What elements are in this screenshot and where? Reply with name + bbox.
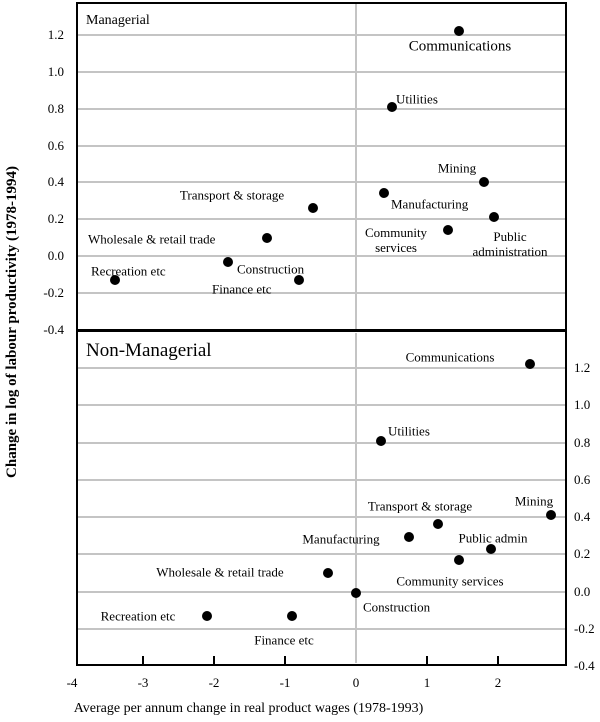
point-non-managerial-transport-storage [433,519,443,529]
point-label-non-managerial-transport-storage: Transport & storage [367,498,473,514]
x-tickmark--1 [284,656,286,664]
x-tick-label-0: 0 [352,675,360,690]
point-label-managerial-recreation-etc: Recreation etc [91,263,166,279]
point-label-non-managerial-manufacturing: Manufacturing [302,531,380,547]
y-tick-label-right-1.2: 1.2 [574,360,591,375]
managerial-panel-title: Managerial [86,13,150,28]
managerial-panel [76,2,567,332]
point-managerial-transport-storage [308,203,318,213]
point-managerial-utilities [387,102,397,112]
point-non-managerial-mining [546,510,556,520]
point-managerial-community-services [443,225,453,235]
y-tick-label-left-0.2: 0.2 [47,211,64,226]
point-managerial-finance-etc [294,275,304,285]
y-tick-label-left-0.4: 0.4 [47,174,64,189]
gridline-y--0.2 [78,628,565,630]
y-tick-label-right-0.2: 0.2 [574,546,591,561]
y-tick-label-right-0.8: 0.8 [574,435,591,450]
gridline-y-0.6 [78,145,565,147]
point-label-non-managerial-utilities: Utilities [388,423,430,439]
point-label-managerial-utilities: Utilities [396,91,438,107]
gridline-y-1.2 [78,367,565,369]
point-managerial-wholesale-retail-trade [262,233,272,243]
x-tickmark--2 [213,656,215,664]
gridline-y-0 [78,255,565,257]
point-label-non-managerial-communications: Communications [405,349,495,365]
point-non-managerial-community-services [454,555,464,565]
point-label-managerial-manufacturing: Manufacturing [391,196,469,212]
y-tick-label-right-0.4: 0.4 [574,509,591,524]
x-tick-label-2: 2 [494,675,502,690]
point-label-non-managerial-mining: Mining [514,493,554,509]
point-label-non-managerial-public-admin: Public admin [458,530,528,546]
point-label-managerial-community-services: Community services [364,225,428,255]
point-managerial-communications [454,26,464,36]
gridline-y-0.8 [78,108,565,110]
y-tick-label-left--0.2: -0.2 [43,285,64,300]
y-tick-label-right--0.4: -0.4 [574,658,595,673]
x-tick-label--1: -1 [279,675,291,690]
point-label-managerial-public-administration: Public administration [472,229,548,259]
x-tickmark-2 [497,656,499,664]
gridline-y-0 [78,591,565,593]
x-tick-label--2: -2 [208,675,220,690]
y-tick-label-right--0.2: -0.2 [574,621,595,636]
y-tick-label-left-0.0: 0.0 [47,248,64,263]
point-label-managerial-communications: Communications [408,38,512,55]
point-label-managerial-mining: Mining [437,160,477,176]
point-label-managerial-construction: Construction [237,261,305,277]
gridline-y-1.2 [78,34,565,36]
point-label-non-managerial-construction: Construction [363,599,431,615]
point-label-non-managerial-wholesale-retail-trade: Wholesale & retail trade [156,564,284,580]
non-managerial-panel [76,332,567,666]
y-tick-label-right-0.6: 0.6 [574,472,591,487]
x-tick-label--4: -4 [66,675,78,690]
gridline-y-0.8 [78,442,565,444]
y-tick-label-left-1.2: 1.2 [47,27,64,42]
gridline-y-0.4 [78,181,565,183]
x-tick-label--3: -3 [137,675,149,690]
point-non-managerial-public-admin [486,544,496,554]
point-label-non-managerial-community-services: Community services [396,573,504,589]
gridline-y-0.4 [78,516,565,518]
point-label-managerial-transport-storage: Transport & storage [179,187,285,203]
y-tick-label-right-1.0: 1.0 [574,397,591,412]
gridline-x-0 [355,333,357,663]
point-non-managerial-construction [351,588,361,598]
gridline-y-0.2 [78,218,565,220]
point-non-managerial-finance-etc [287,611,297,621]
point-non-managerial-manufacturing [404,532,414,542]
y-tick-label-left-0.8: 0.8 [47,101,64,116]
point-non-managerial-recreation-etc [202,611,212,621]
gridline-x-0 [355,4,357,329]
x-tickmark--3 [142,656,144,664]
point-managerial-manufacturing [379,188,389,198]
y-tick-label-left-1.0: 1.0 [47,64,64,79]
point-managerial-mining [479,177,489,187]
point-label-non-managerial-recreation-etc: Recreation etc [100,608,176,624]
y-tick-label-left--0.4: -0.4 [43,322,64,337]
x-axis-title: Average per annum change in real product… [73,701,424,716]
y-tick-label-right-0.0: 0.0 [574,584,591,599]
non-managerial-panel-title: Non-Managerial [86,340,212,361]
point-label-managerial-wholesale-retail-trade: Wholesale & retail trade [88,231,216,247]
gridline-y-0.2 [78,553,565,555]
x-tickmark-1 [426,656,428,664]
point-managerial-recreation-etc [110,275,120,285]
gridline-y-1 [78,71,565,73]
point-label-non-managerial-finance-etc: Finance etc [254,632,314,648]
point-managerial-public-administration [489,212,499,222]
gridline-y-0.6 [78,479,565,481]
point-non-managerial-communications [525,359,535,369]
point-managerial-construction [223,257,233,267]
y-tick-label-left-0.6: 0.6 [47,138,64,153]
gridline-y-1 [78,404,565,406]
point-non-managerial-utilities [376,436,386,446]
gridline-y--0.2 [78,292,565,294]
point-non-managerial-wholesale-retail-trade [323,568,333,578]
point-label-managerial-finance-etc: Finance etc [212,281,272,297]
x-tick-label-1: 1 [423,675,431,690]
